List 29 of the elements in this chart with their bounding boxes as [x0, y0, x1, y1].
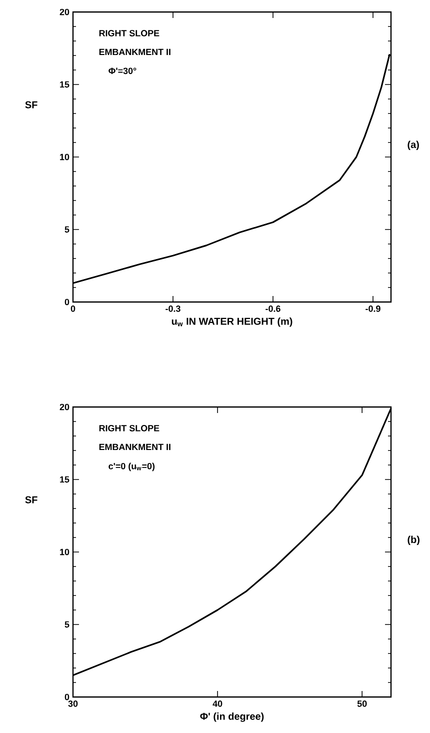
y-tick-label: 20 [60, 8, 70, 16]
y-axis-title: SF [25, 101, 38, 108]
x-tick-label: 30 [68, 700, 78, 707]
x-axis-title: Φ' (in degree) [200, 712, 264, 722]
x-tick-label: 50 [357, 700, 367, 707]
text: (a) [408, 140, 419, 150]
annotation: c'=0 (u$_{w}$=0) [108, 462, 155, 472]
annotation: RIGHT SLOPE [99, 425, 160, 432]
y-tick-label: 15 [60, 476, 70, 483]
annotation: EMBANKMENT II [99, 48, 170, 56]
x-tick-label: -0.6 [266, 306, 280, 312]
y-tick-label: 10 [60, 548, 70, 556]
y-tick-label: 10 [60, 154, 70, 160]
text: (b) [408, 536, 420, 546]
x-tick-label: 40 [212, 700, 222, 707]
x-tick-label: 0 [70, 306, 76, 312]
y-tick-label: 15 [60, 81, 70, 88]
y-tick-label: 5 [64, 621, 70, 628]
x-axis-title: u$_{w}$ IN WATER HEIGHT (m) [172, 318, 292, 327]
y-tick-label: 0 [64, 298, 70, 306]
annotation: EMBANKMENT II [99, 444, 170, 450]
y-axis-title: SF [25, 496, 38, 504]
annotation: RIGHT SLOPE [99, 30, 160, 36]
x-tick-label: -0.3 [166, 306, 180, 312]
y-tick-label: 20 [60, 404, 70, 410]
y-tick-label: 5 [64, 226, 70, 233]
x-tick-label: -0.9 [366, 306, 380, 312]
annotation: Φ'=30° [108, 68, 136, 74]
y-tick-label: 0 [64, 694, 70, 700]
